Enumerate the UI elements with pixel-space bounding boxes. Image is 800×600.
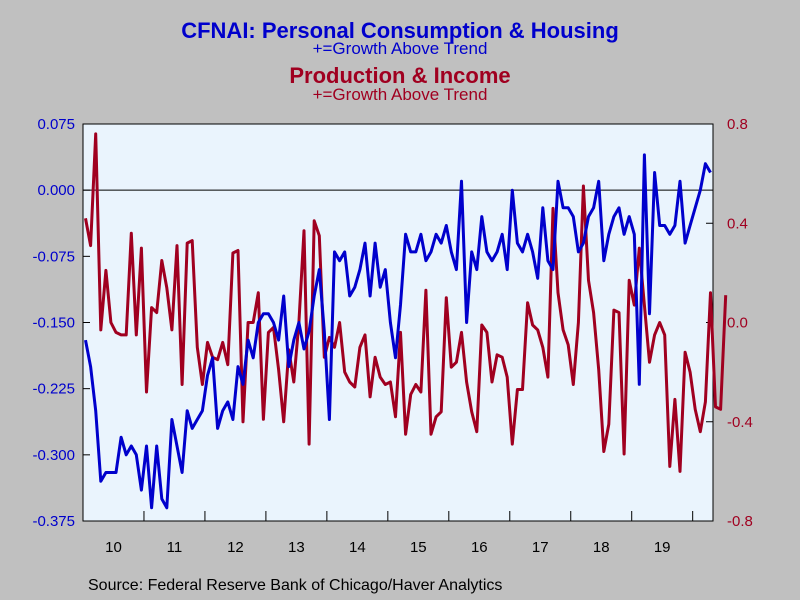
x-axis-tick-label: 12 (227, 539, 244, 556)
right-axis-tick-label: 0.8 (727, 116, 748, 133)
x-axis-tick-label: 14 (349, 539, 366, 556)
left-axis-tick-label: -0.150 (32, 315, 75, 332)
left-axis-tick-label: -0.075 (32, 248, 75, 265)
x-axis-tick-label: 16 (471, 539, 488, 556)
x-axis-tick-label: 13 (288, 539, 305, 556)
right-axis-tick-label: 0.0 (727, 315, 748, 332)
x-axis-tick-label: 17 (532, 539, 549, 556)
series-line-consumption-housing (84, 153, 712, 510)
series1-subtitle: +=Growth Above Trend (312, 39, 488, 58)
x-axis-tick-label: 15 (410, 539, 427, 556)
left-axis-tick-label: -0.225 (32, 381, 75, 398)
x-axis-tick-label: 19 (654, 539, 671, 556)
left-axis-tick-label: -0.300 (32, 447, 75, 464)
left-axis-tick-label: 0.075 (37, 116, 75, 133)
right-axis-tick-label: 0.4 (727, 215, 748, 232)
left-axis-tick-label: 0.000 (37, 182, 75, 199)
x-axis-tick-label: 11 (167, 539, 183, 556)
right-axis-tick-label: -0.8 (727, 513, 753, 530)
x-axis-tick-label: 18 (593, 539, 610, 556)
right-axis-tick-label: -0.4 (727, 414, 753, 431)
series1-title: CFNAI: Personal Consumption & Housing (181, 18, 619, 43)
source-note: Source: Federal Reserve Bank of Chicago/… (88, 577, 503, 594)
series2-title: Production & Income (289, 63, 511, 88)
left-axis-tick-label: -0.375 (32, 513, 75, 530)
series2-subtitle: +=Growth Above Trend (312, 85, 488, 104)
series-line-production-income (84, 132, 728, 473)
x-axis-tick-label: 10 (105, 539, 122, 556)
